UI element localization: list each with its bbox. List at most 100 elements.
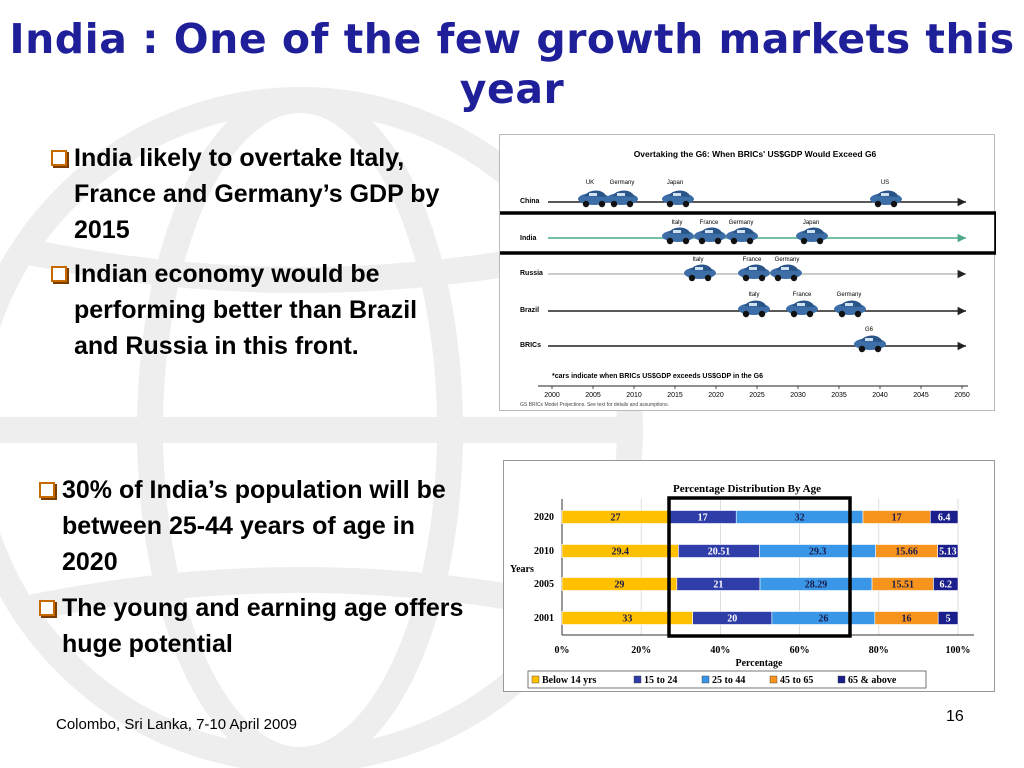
category-label: 2001 <box>534 613 554 624</box>
bric-figure-title: Overtaking the G6: When BRICs' US$GDP Wo… <box>634 149 877 159</box>
year-tick-label: 2030 <box>790 392 806 399</box>
chart-legend: Below 14 yrs 15 to 24 25 to 44 45 to 65 65 &… <box>531 675 897 686</box>
page-number: 16 <box>946 708 964 725</box>
bric-timeline-svg: Overtaking the G6: When BRICs' US$GDP Wo… <box>494 149 998 408</box>
age-chart-svg: Percentage Distribution By Age 27 17 32 17 6… <box>510 483 974 689</box>
bullet-item: India likely to overtake Italy, France a… <box>48 140 468 248</box>
row-label-china: China <box>520 198 540 205</box>
bar-data-label: 33 <box>622 614 632 625</box>
slide-title: India : One of the few growth markets th… <box>9 15 1015 113</box>
legend-label: 15 to 24 <box>644 675 677 686</box>
bullet-square-icon <box>51 266 67 282</box>
x-tick-label: 60% <box>790 645 810 656</box>
row-label-brazil: Brazil <box>520 307 539 314</box>
bar-data-label: 15.66 <box>895 547 918 558</box>
car-label: Japan <box>667 180 683 186</box>
legend-swatch <box>769 675 778 684</box>
legend-swatch <box>531 675 540 684</box>
car-icon <box>786 300 818 318</box>
car-icon <box>796 227 828 245</box>
legend-label: 25 to 44 <box>712 675 745 686</box>
year-tick-label: 2035 <box>831 392 847 399</box>
x-tick-label: 20% <box>631 645 651 656</box>
legend-box <box>527 670 927 689</box>
car-icon <box>854 335 886 353</box>
year-tick-label: 2005 <box>585 392 601 399</box>
year-tick-label: 2015 <box>667 392 683 399</box>
working-age-highlight-box <box>667 496 852 638</box>
x-tick-label: 100% <box>946 645 971 656</box>
legend-swatch <box>633 675 642 684</box>
bullet-list-top: India likely to overtake Italy, France a… <box>48 140 468 372</box>
bar-data-label: 17 <box>892 513 902 524</box>
legend-swatch <box>701 675 710 684</box>
x-tick-labels: 0% 20% 40% 60% 80% 100% <box>555 645 971 656</box>
bar-data-label: 6.4 <box>938 513 951 524</box>
bar-data-label: 26 <box>818 614 828 625</box>
car-icon <box>834 300 866 318</box>
car-icon <box>694 227 726 245</box>
bar-segment <box>937 611 959 625</box>
car-label: Japan <box>803 220 819 226</box>
row-label-russia: Russia <box>520 270 543 277</box>
category-labels: 2020 2010 2005 2001 <box>534 512 554 624</box>
chart-title: Percentage Distribution By Age <box>673 483 821 495</box>
x-tick-label: 80% <box>869 645 889 656</box>
legend-swatch <box>837 675 846 684</box>
bullet-square-icon <box>51 150 67 166</box>
bric-figure-note: *cars indicate when BRICs US$GDP exceeds… <box>552 373 763 380</box>
car-icon <box>662 190 694 208</box>
car-icon <box>606 190 638 208</box>
car-label: Germany <box>610 180 635 186</box>
car-icon <box>684 264 716 282</box>
car-icon <box>662 227 694 245</box>
bar-data-label: 29.3 <box>809 547 827 558</box>
car-label: UK <box>586 180 594 186</box>
bric-overtaking-figure: Overtaking the G6: When BRICs' US$GDP Wo… <box>494 134 998 411</box>
car-label: Germany <box>729 220 754 226</box>
bar-data-label: 29.4 <box>611 547 629 558</box>
bar-data-label: 6.2 <box>939 580 952 591</box>
year-tick-label: 2050 <box>954 392 970 399</box>
year-tick-label: 2040 <box>872 392 888 399</box>
x-tick-label: 0% <box>555 645 570 656</box>
year-axis-ticks: 2000 2005 2010 2015 2020 2025 2030 2035 2040 2045… <box>544 386 970 399</box>
bullet-square-icon <box>39 600 55 616</box>
car-label: US <box>881 180 889 186</box>
car-icon <box>578 190 610 208</box>
car-icon <box>738 264 770 282</box>
bar-data-label: 20.51 <box>708 547 731 558</box>
bullet-text: 30% of India’s population will be betwee… <box>62 476 446 576</box>
car-icon <box>870 190 902 208</box>
car-icon <box>738 300 770 318</box>
year-tick-label: 2020 <box>708 392 724 399</box>
car-label: Germany <box>775 257 800 263</box>
bullet-square-icon <box>39 482 55 498</box>
bar-data-label: 17 <box>698 513 708 524</box>
car-label: France <box>793 292 812 298</box>
bar-data-label: 5.13 <box>939 547 957 558</box>
bar-data-label: 32 <box>795 513 805 524</box>
bar-segment <box>929 510 959 524</box>
category-label: 2010 <box>534 546 554 557</box>
y-axis-label: Years <box>510 564 534 575</box>
bar-data-label: 16 <box>902 614 912 625</box>
year-tick-label: 2045 <box>913 392 929 399</box>
bullet-item: Indian economy would be performing bette… <box>48 256 468 364</box>
bar-segment <box>933 577 959 591</box>
category-label: 2020 <box>534 512 554 523</box>
car-label: Italy <box>671 220 682 226</box>
car-label: Germany <box>837 292 862 298</box>
row-label-india: India <box>520 235 536 242</box>
legend-label: Below 14 yrs <box>542 675 597 686</box>
x-tick-label: 40% <box>710 645 730 656</box>
bar-data-label: 15.51 <box>891 580 914 591</box>
year-tick-label: 2025 <box>749 392 765 399</box>
year-tick-label: 2010 <box>626 392 642 399</box>
car-label: Italy <box>692 257 703 263</box>
bullet-list-bottom: 30% of India’s population will be betwee… <box>36 472 476 672</box>
year-tick-label: 2000 <box>544 392 560 399</box>
chart-bars: 27 17 32 17 6.4 29.4 20.51 29.3 15.66 5.13 29 21 28.… <box>561 510 959 625</box>
bar-data-label: 27 <box>610 513 620 524</box>
car-label: Italy <box>748 292 759 298</box>
